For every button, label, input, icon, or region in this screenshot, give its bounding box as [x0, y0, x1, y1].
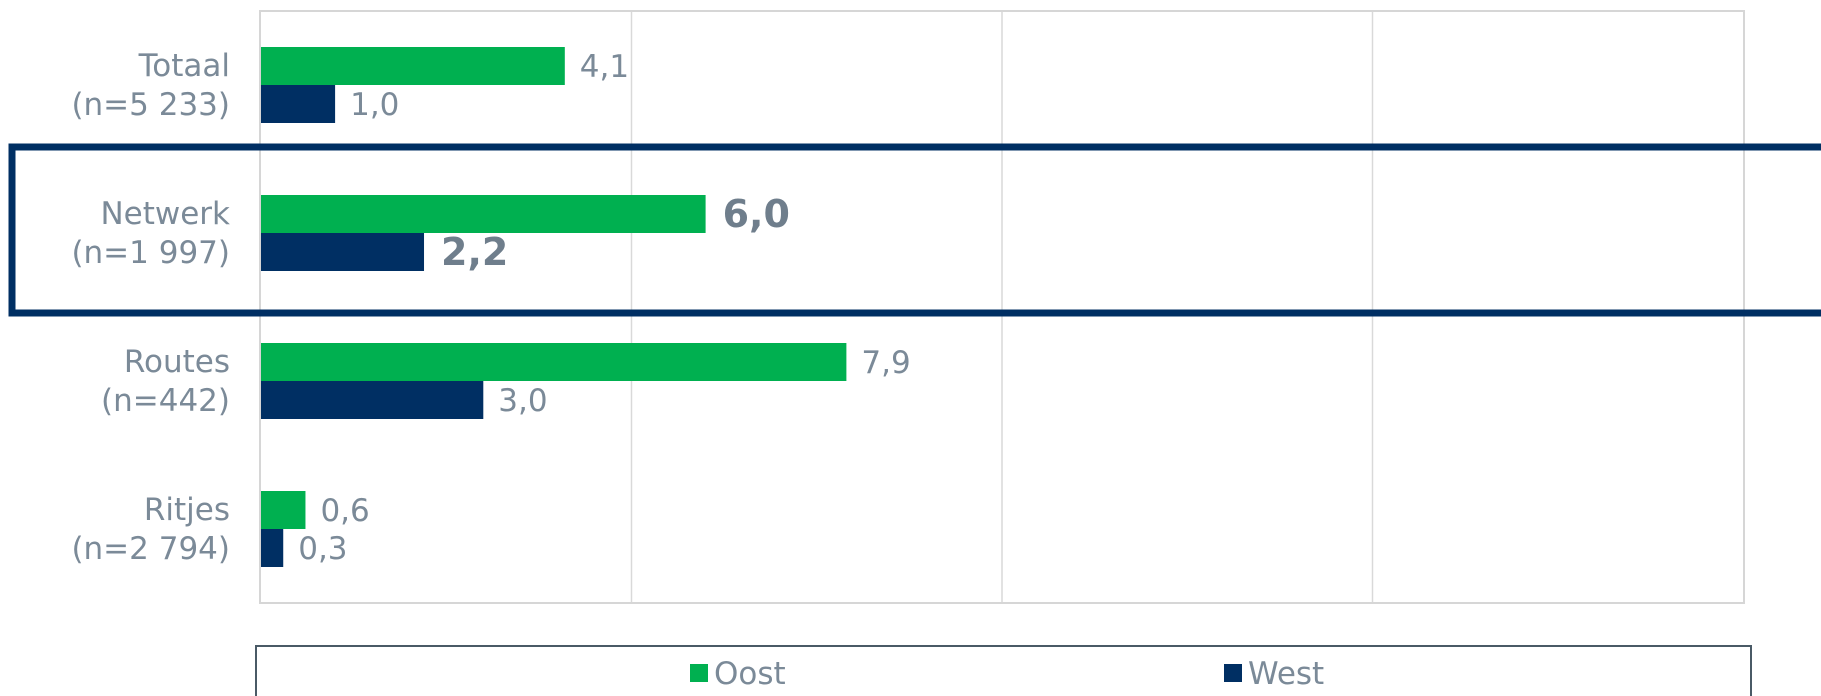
- legend-box: [255, 645, 1752, 696]
- value-label: 1,0: [350, 87, 399, 123]
- highlight-box: [8, 143, 1821, 317]
- value-label: 2,2: [441, 230, 508, 274]
- value-label: 6,0: [723, 192, 790, 236]
- category-label: Netwerk: [100, 196, 230, 232]
- value-label: 7,9: [861, 345, 910, 381]
- category-label: (n=442): [101, 383, 230, 419]
- bar-west: [261, 85, 336, 123]
- bar-oost: [261, 491, 306, 529]
- bars: [261, 47, 847, 567]
- legend: Oost West: [255, 645, 1752, 696]
- legend-label-oost: Oost: [714, 656, 786, 692]
- category-label: Totaal: [138, 48, 230, 84]
- legend-label-west: West: [1248, 656, 1324, 692]
- value-label: 0,3: [298, 531, 347, 567]
- plot-area-border: [259, 10, 1745, 604]
- value-label: 3,0: [498, 383, 547, 419]
- value-label: 4,1: [580, 49, 629, 85]
- legend-swatch-oost: [690, 664, 708, 682]
- bar-oost: [261, 195, 706, 233]
- category-label: (n=1 997): [71, 235, 230, 271]
- category-label: (n=5 233): [71, 87, 230, 123]
- gridlines: [630, 11, 1374, 603]
- bar-oost: [261, 47, 565, 85]
- bar-west: [261, 381, 484, 419]
- category-label: (n=2 794): [71, 531, 230, 567]
- category-label: Routes: [124, 344, 230, 380]
- bar-west: [261, 233, 425, 271]
- value-label: 0,6: [320, 493, 369, 529]
- bar-oost: [261, 343, 847, 381]
- category-label: Ritjes: [144, 492, 230, 528]
- category-labels: Totaal(n=5 233)Netwerk(n=1 997)Routes(n=…: [71, 48, 230, 567]
- legend-swatch-west: [1224, 664, 1242, 682]
- bar-west: [261, 529, 284, 567]
- value-labels: 4,1 1,0 6,0 2,2 7,9 3,0 0,60,3: [298, 49, 910, 567]
